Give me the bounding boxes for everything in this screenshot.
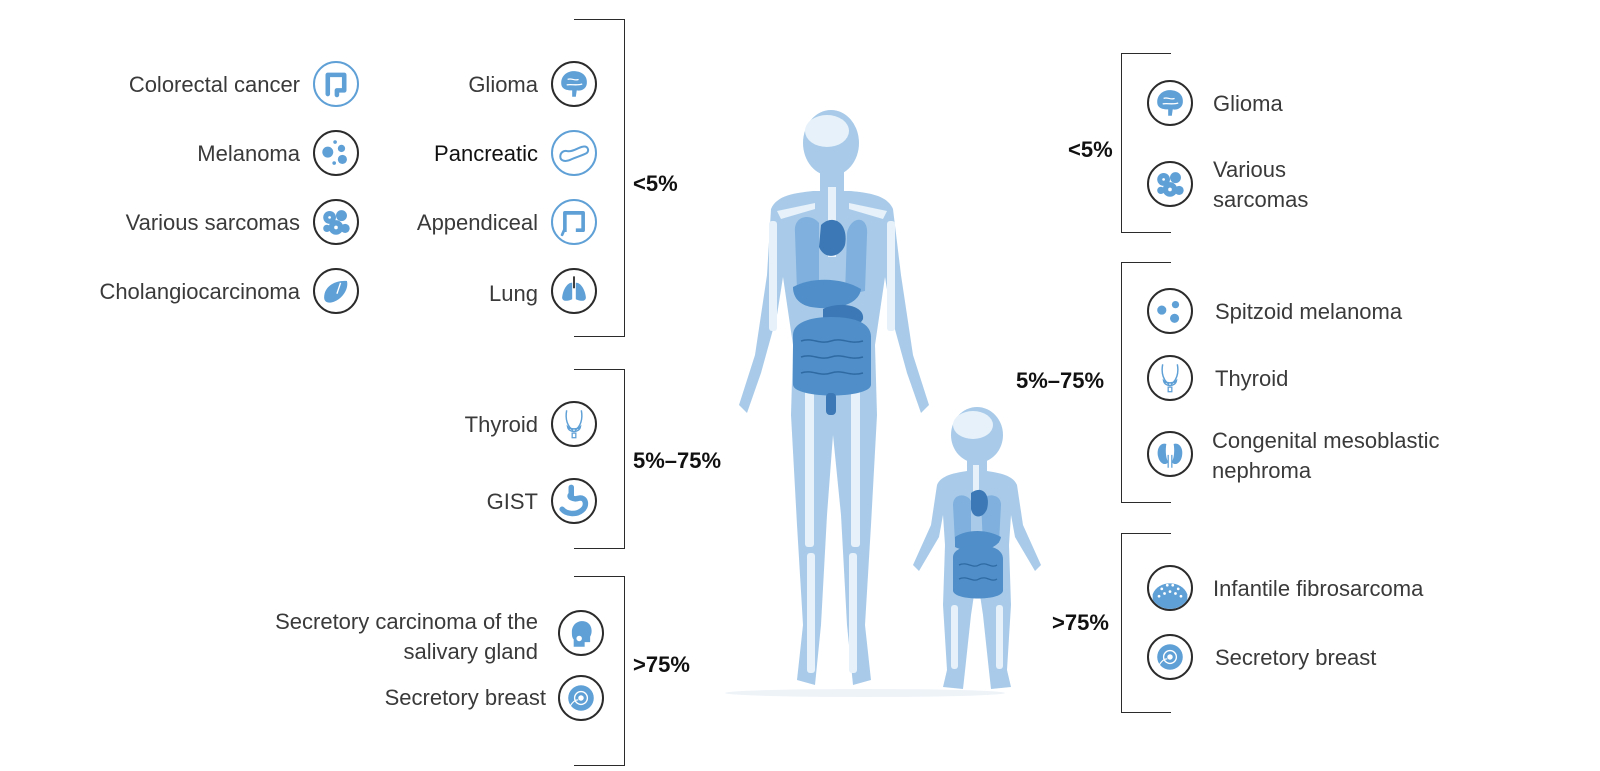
- bracket-pediatric-lt5: [1121, 53, 1171, 233]
- label-secretory-breast-pediatric: Secretory breast: [1215, 645, 1377, 670]
- label-lung: Lung: [489, 281, 538, 306]
- label-cholangiocarcinoma: Cholangiocarcinoma: [99, 279, 300, 304]
- pct-adult-lt5: <5%: [633, 171, 678, 196]
- label-glioma: Glioma: [468, 72, 538, 97]
- human-figures-illustration: [725, 110, 1041, 697]
- pct-adult-gt75: >75%: [633, 652, 690, 677]
- colon-icon: [313, 61, 359, 107]
- spots-icon: [313, 130, 359, 176]
- thyroid-icon: [551, 401, 597, 447]
- thyroid-icon: [1147, 355, 1193, 401]
- kidneys-icon: [1147, 431, 1193, 477]
- label-gist: GIST: [486, 489, 538, 514]
- child-skeleton: [951, 465, 1003, 669]
- spots-icon: [1147, 288, 1193, 334]
- bracket-pediatric-5-75: [1121, 262, 1171, 503]
- adult-organs: [793, 217, 871, 415]
- bracket-adult-5-75: [574, 369, 625, 549]
- bracket-adult-lt5: [574, 19, 625, 337]
- label-glioma-pediatric: Glioma: [1213, 91, 1283, 116]
- brain-icon: [1147, 80, 1193, 126]
- label-infantile-fibrosarcoma: Infantile fibrosarcoma: [1213, 576, 1424, 601]
- pct-pediatric-gt75: >75%: [1052, 610, 1109, 635]
- breast-icon: [558, 675, 604, 721]
- bracket-adult-gt75: [574, 576, 625, 766]
- label-secretory-carcinoma-salivary: Secretory carcinoma of the salivary glan…: [275, 609, 538, 664]
- cells-icon: [313, 199, 359, 245]
- liver-icon: [313, 268, 359, 314]
- cells-icon: [1147, 161, 1193, 207]
- label-colorectal-cancer: Colorectal cancer: [128, 72, 300, 97]
- pancreas-icon: [551, 130, 597, 176]
- label-various-sarcomas: Various sarcomas: [125, 210, 300, 235]
- lungs-icon: [551, 268, 597, 314]
- label-spitzoid-melanoma: Spitzoid melanoma: [1215, 299, 1403, 324]
- child-organs: [953, 489, 1003, 599]
- appendix-icon: [551, 199, 597, 245]
- label-pancreatic: Pancreatic: [434, 141, 538, 166]
- child-brain: [953, 411, 993, 439]
- label-thyroid-adult: Thyroid: [464, 412, 538, 437]
- adult-brain: [805, 115, 849, 147]
- label-thyroid-pediatric: Thyroid: [1215, 366, 1289, 391]
- head-icon: [558, 610, 604, 656]
- brain-icon: [551, 61, 597, 107]
- bracket-pediatric-gt75: [1121, 533, 1171, 713]
- label-appendiceal: Appendiceal: [416, 210, 538, 235]
- label-congenital-mesoblastic-nephroma: Congenital mesoblastic nephroma: [1212, 428, 1440, 483]
- label-secretory-breast-adult: Secretory breast: [384, 685, 546, 710]
- pct-adult-5-75: 5%–75%: [633, 448, 722, 473]
- pct-pediatric-5-75: 5%–75%: [1016, 368, 1105, 393]
- fibrous-tissue-icon: [1147, 565, 1193, 611]
- stomach-icon: [551, 478, 597, 524]
- pct-pediatric-lt5: <5%: [1068, 137, 1113, 162]
- breast-icon: [1147, 634, 1193, 680]
- label-melanoma: Melanoma: [197, 141, 300, 166]
- label-various-sarcomas-pediatric: Various sarcomas: [1213, 157, 1309, 212]
